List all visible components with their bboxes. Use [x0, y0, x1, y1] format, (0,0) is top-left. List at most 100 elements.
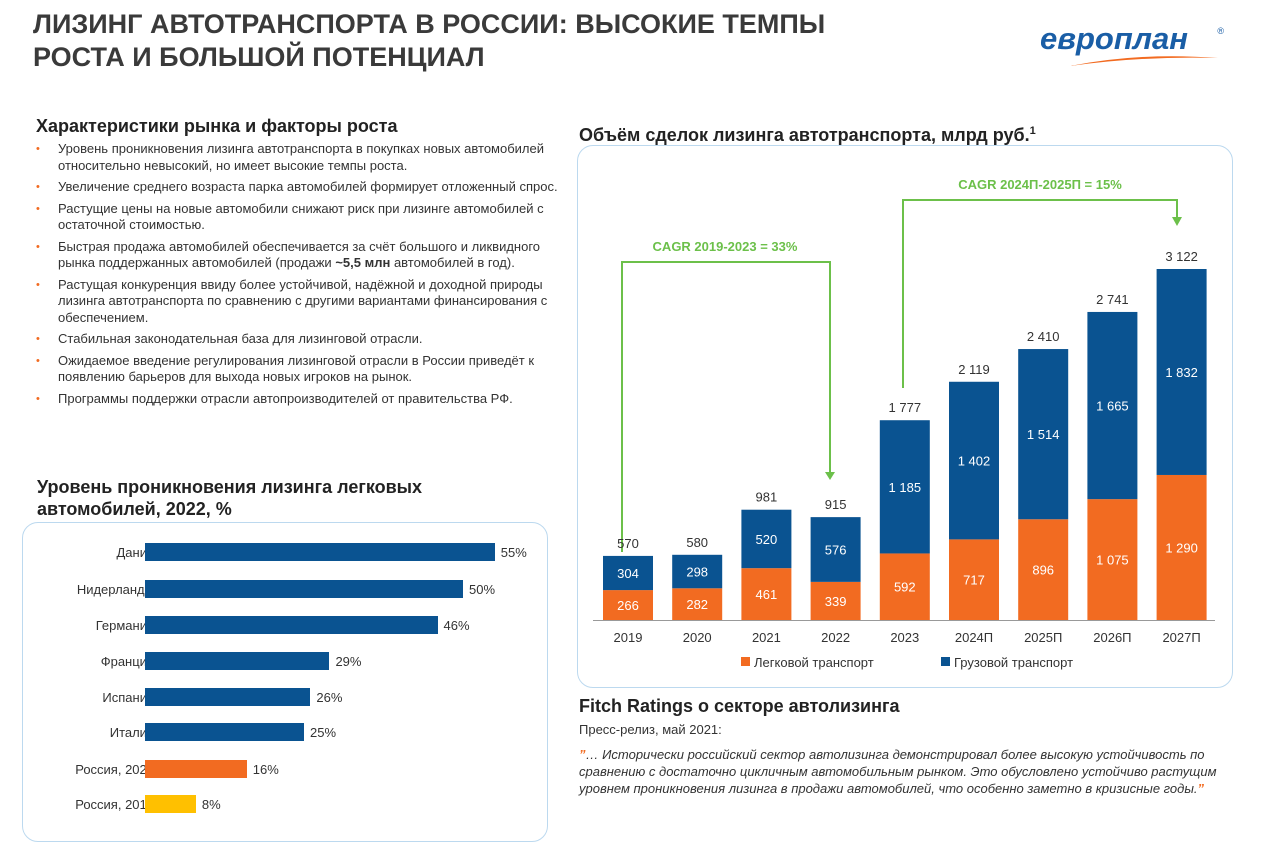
- registered-icon: ®: [1217, 26, 1224, 36]
- total-label: 981: [756, 490, 778, 505]
- bar-segment: [1018, 519, 1069, 620]
- segment-label: 576: [825, 543, 847, 558]
- bar-row: Испания 26%: [22, 688, 542, 708]
- bar-value-label: 46%: [443, 618, 470, 633]
- cagr-arrows: [621, 199, 1178, 552]
- bar-segment: [810, 581, 861, 620]
- bar-row: Нидерланды 50%: [22, 580, 542, 600]
- title-line-1: ЛИЗИНГ АВТОТРАНСПОРТА В РОССИИ: ВЫСОКИЕ …: [33, 9, 826, 39]
- title-line-2: РОСТА И БОЛЬШОЙ ПОТЕНЦИАЛ: [33, 42, 485, 72]
- bar-row: Италия 25%: [22, 723, 542, 743]
- segment-label: 1 185: [889, 480, 922, 495]
- bar-segment: [741, 568, 792, 620]
- bar-segment: [1087, 499, 1138, 620]
- bar: [145, 795, 196, 813]
- bar-segment: [603, 555, 653, 591]
- cagr-arrow-2024-2025: [902, 199, 1178, 388]
- bar: [145, 652, 330, 670]
- x-tick-label: 2025П: [1024, 630, 1062, 645]
- segment-label: 1 075: [1096, 553, 1129, 568]
- quote-mark-icon: ”: [1197, 781, 1205, 796]
- segment-label: 266: [617, 598, 639, 613]
- bar-row: Дания 55%: [22, 543, 542, 563]
- bar-category-label: Испания: [102, 690, 154, 705]
- bar-value-label: 55%: [500, 545, 527, 560]
- bullet-bold: ~5,5 млн: [335, 255, 391, 270]
- segment-label: 1 290: [1165, 540, 1198, 555]
- segment-label: 339: [825, 594, 847, 609]
- cagr-arrow-2019-2023: [621, 261, 831, 552]
- quote-mark-icon: ”: [579, 747, 586, 762]
- x-tick-label: 2020: [683, 630, 712, 645]
- fitch-quote: ”… Исторически российский сектор автолиз…: [579, 746, 1219, 797]
- list-item: Растущие цены на новые автомобили снижаю…: [36, 201, 566, 234]
- europlan-logo: европлан ®: [1040, 22, 1230, 72]
- legend-label: Грузовой транспорт: [954, 655, 1073, 670]
- list-item: Уровень проникновения лизинга автотрансп…: [36, 141, 566, 174]
- total-label: 570: [617, 536, 639, 551]
- bar-segment: [1156, 269, 1207, 475]
- list-item: Увеличение среднего возраста парка автом…: [36, 179, 566, 196]
- segment-label: 520: [756, 532, 778, 547]
- cagr-label: CAGR 2019-2023 = 33%: [653, 239, 798, 254]
- total-label: 580: [686, 535, 708, 550]
- footnote-marker: 1: [1029, 125, 1036, 137]
- bar-segment: [672, 588, 723, 620]
- x-tick-label: 2021: [752, 630, 781, 645]
- logo-text: европлан: [1040, 21, 1189, 56]
- total-label: 2 410: [1027, 329, 1060, 344]
- bullet-tail: автомобилей в год).: [390, 255, 515, 270]
- bar-value-label: 50%: [469, 582, 496, 597]
- total-label: 915: [825, 497, 847, 512]
- bullet-text: Быстрая продажа автомобилей обеспечивает…: [58, 238, 541, 271]
- fitch-subtitle: Пресс-релиз, май 2021:: [579, 722, 722, 737]
- x-tick-label: 2027П: [1162, 630, 1200, 645]
- bar-value-label: 29%: [335, 654, 362, 669]
- bar-row: Франция 29%: [22, 652, 542, 672]
- legend-swatch-orange: [741, 657, 750, 666]
- segment-label: 1 832: [1165, 365, 1198, 380]
- cagr-label: CAGR 2024П-2025П = 15%: [958, 177, 1122, 192]
- total-label: 1 777: [889, 400, 922, 415]
- bar-segment: [741, 509, 792, 569]
- x-tick-label: 2019: [614, 630, 643, 645]
- segment-label: 298: [686, 565, 708, 580]
- market-heading: Характеристики рынка и факторы роста: [36, 116, 398, 136]
- bar-category-label: Нидерланды: [76, 582, 154, 597]
- bar-row: Россия, 2016 8%: [22, 795, 542, 815]
- segment-label: 1 514: [1027, 427, 1060, 442]
- bar-segment: [1018, 349, 1069, 520]
- bar-segment: [879, 553, 930, 620]
- bar-category-label: Россия, 2022: [75, 762, 154, 777]
- list-item: Растущая конкуренция ввиду более устойчи…: [36, 277, 566, 327]
- list-item: Ожидаемое введение регулирования лизинго…: [36, 353, 566, 386]
- bar: [145, 543, 495, 561]
- legend-swatch-blue: [941, 657, 950, 666]
- bar: [145, 723, 304, 741]
- bar-row: Германия 46%: [22, 616, 542, 636]
- bar-segment: [949, 539, 999, 620]
- market-factors-list: Уровень проникновения лизинга автотрансп…: [36, 141, 566, 412]
- bar-segment: [1087, 311, 1138, 500]
- bar-category-label: Германия: [95, 618, 154, 633]
- segment-label: 592: [894, 580, 916, 595]
- bar-segment: [949, 381, 999, 540]
- bar: [145, 760, 247, 778]
- bar-segment: [603, 590, 653, 620]
- bar-value-label: 8%: [201, 797, 221, 812]
- total-label: 2 119: [958, 362, 990, 377]
- bar-row: Россия, 2022 16%: [22, 760, 542, 780]
- x-tick-label: 2023: [890, 630, 919, 645]
- penetration-chart-title: Уровень проникновения лизинга легковых а…: [37, 476, 422, 520]
- total-label: 3 122: [1165, 249, 1198, 264]
- segment-label: 717: [963, 573, 985, 588]
- bar-category-label: Франция: [100, 654, 154, 669]
- bar: [145, 688, 311, 706]
- x-tick-label: 2022: [821, 630, 850, 645]
- x-tick-label: 2024П: [955, 630, 993, 645]
- bar-category-label: Россия, 2016: [75, 797, 154, 812]
- segment-label: 1 402: [958, 454, 991, 469]
- volume-chart-box: [577, 145, 1233, 688]
- bar-value-label: 26%: [316, 690, 343, 705]
- quote-text: … Исторически российский сектор автолизи…: [579, 747, 1217, 796]
